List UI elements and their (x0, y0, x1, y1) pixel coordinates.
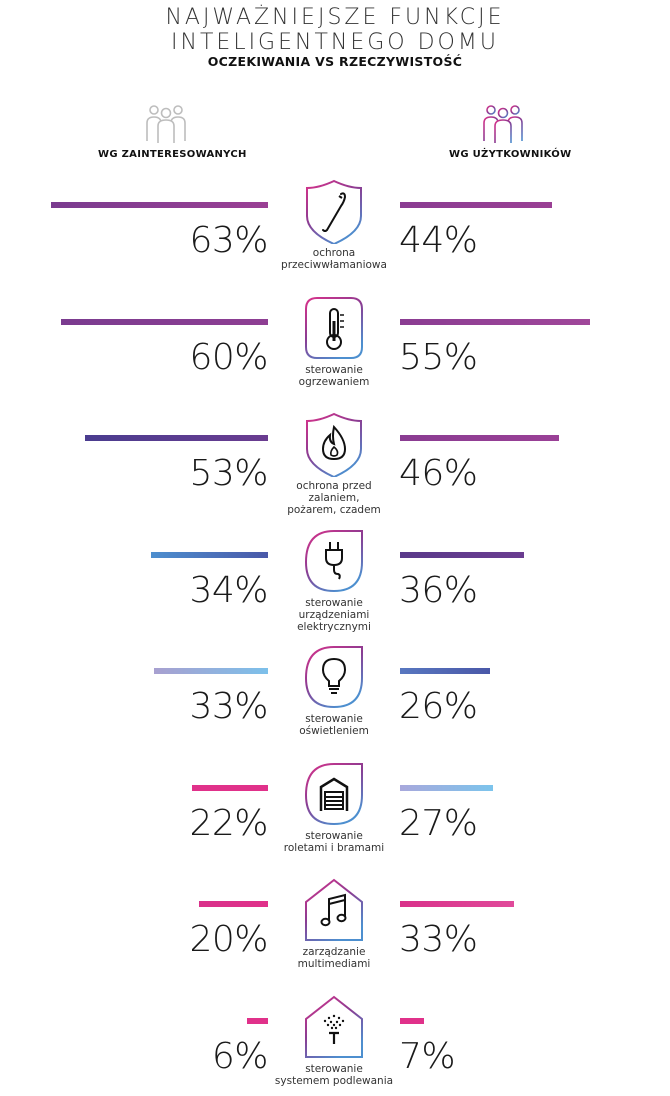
feature-label-line: sterowanie (305, 596, 363, 609)
left-value-label: 20% (189, 919, 268, 960)
feature-label-line: sterowanie (305, 363, 363, 376)
feature-label-line: ochrona (312, 247, 356, 259)
garage-icon (304, 762, 363, 825)
crowbar-icon (306, 179, 362, 244)
left-bar (85, 435, 268, 441)
feature-label-line: urządzeniami (298, 608, 370, 621)
title-line-2: INTELIGENTNEGO DOMU (171, 30, 499, 55)
feature-label-line: oświetleniem (299, 725, 369, 737)
left-bar (199, 901, 268, 907)
sprinkler-icon (305, 995, 363, 1058)
right-value-label: 33% (399, 919, 478, 960)
feature-label-line: zalaniem, (308, 492, 360, 504)
people-group-gradient-icon (483, 105, 523, 143)
left-series-label: WG ZAINTERESOWANYCH (98, 149, 247, 160)
right-value-label: 36% (399, 569, 478, 611)
feature-label: ochrona przed zalaniem, pożarem, czadem (264, 480, 404, 516)
bulb-icon (304, 646, 363, 709)
right-series-label: WG UŻYTKOWNIKÓW (449, 149, 572, 160)
right-bar (400, 551, 525, 558)
left-bar (154, 668, 268, 674)
feature-label-line: elektrycznymi (297, 620, 371, 633)
left-value-label: 53% (189, 453, 268, 494)
feature-label-line: przeciwwłamaniowa (281, 259, 387, 271)
right-value-label: 7% (399, 1035, 456, 1077)
feature-label: sterowanie systemem podlewania (264, 1063, 404, 1087)
title-line-1: NAJWAŻNIEJSZE FUNKCJE (165, 5, 505, 30)
right-bar (400, 901, 514, 907)
left-bar (150, 551, 268, 558)
feature-label-line: pożarem, czadem (287, 504, 381, 516)
left-value-label: 63% (189, 220, 268, 261)
feature-label-line: roletami i bramami (283, 841, 385, 854)
right-bar (400, 318, 590, 325)
feature-label-line: sterowanie (305, 713, 363, 725)
page-subtitle: OCZEKIWANIA VS RZECZYWISTOŚĆ (207, 54, 463, 69)
right-bar (400, 202, 552, 208)
left-bar (192, 784, 268, 791)
feature-label-line: sterowanie (305, 1062, 363, 1075)
left-value-label: 6% (211, 1035, 269, 1077)
plug-icon (304, 529, 363, 592)
right-value-label: 26% (399, 686, 478, 727)
feature-label-line: multimediami (297, 958, 371, 970)
feature-label: sterowanie roletami i bramami (264, 830, 404, 854)
left-value-label: 34% (189, 569, 268, 611)
feature-label: zarządzanie multimediami (264, 946, 404, 970)
left-value-label: 33% (189, 686, 268, 727)
left-bar (50, 202, 268, 208)
left-value-label: 60% (189, 336, 268, 378)
right-bar (400, 668, 490, 674)
feature-label-line: sterowanie (305, 829, 363, 842)
flame-icon (306, 412, 362, 477)
feature-label-line: systemem podlewania (274, 1074, 394, 1087)
right-value-label: 46% (399, 453, 478, 494)
left-bar (61, 318, 268, 325)
people-group-gray-icon (146, 105, 186, 143)
right-bar (400, 1017, 425, 1024)
feature-label: sterowanie oświetleniem (264, 713, 404, 737)
feature-label: ochrona przeciwwłamaniowa (264, 247, 404, 271)
feature-label: sterowanie urządzeniami elektrycznymi (264, 597, 404, 633)
feature-label-line: ochrona przed (296, 480, 372, 492)
feature-label-line: ogrzewaniem (298, 375, 370, 388)
left-value-label: 22% (189, 802, 268, 844)
thermometer-icon (305, 296, 363, 359)
feature-label-line: zarządzanie (302, 946, 366, 958)
right-value-label: 44% (399, 220, 478, 261)
right-value-label: 27% (399, 802, 478, 844)
left-bar (247, 1017, 268, 1024)
music-note-icon (305, 878, 363, 941)
feature-label: sterowanie ogrzewaniem (264, 364, 404, 388)
right-bar (400, 435, 559, 441)
right-bar (400, 784, 494, 791)
right-value-label: 55% (399, 336, 478, 378)
